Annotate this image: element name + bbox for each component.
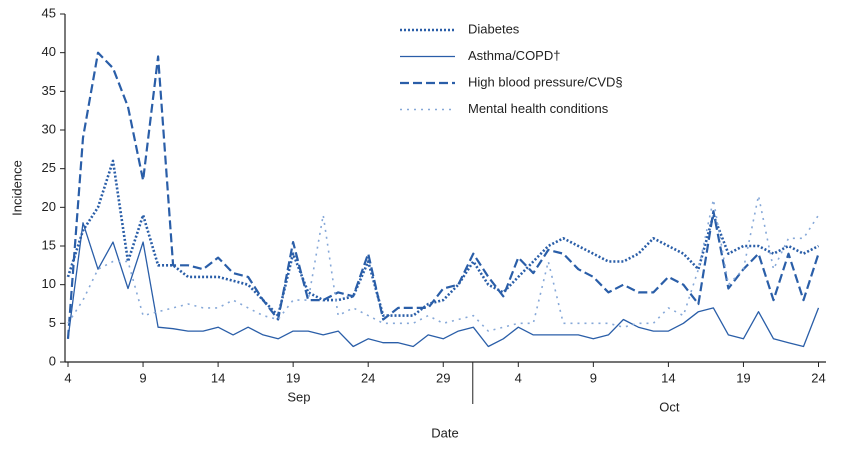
y-tick-label: 15 [42,237,56,252]
legend-label: Asthma/COPD† [468,48,560,63]
month-label: Oct [659,399,680,414]
y-tick-label: 45 [42,5,56,20]
y-tick-label: 10 [42,276,56,291]
x-tick-label: 24 [361,370,375,385]
x-tick-label: 29 [436,370,450,385]
x-tick-label: 4 [515,370,522,385]
y-tick-label: 40 [42,44,56,59]
x-tick-label: 9 [139,370,146,385]
y-tick-label: 0 [49,353,56,368]
x-tick-label: 14 [211,370,225,385]
x-tick-label: 9 [590,370,597,385]
x-tick-label: 4 [64,370,71,385]
y-tick-label: 30 [42,121,56,136]
x-axis-label: Date [431,425,458,440]
legend-label: Diabetes [468,21,520,36]
series-line [67,222,820,348]
y-axis-label: Incidence [9,160,24,216]
y-tick-label: 25 [42,160,56,175]
x-tick-label: 19 [286,370,300,385]
x-tick-label: 24 [811,370,825,385]
x-tick-label: 14 [661,370,675,385]
y-tick-label: 20 [42,199,56,214]
series-line [67,194,820,332]
series-line [66,51,820,339]
legend-label: High blood pressure/CVD§ [468,74,623,89]
series-line [66,159,820,317]
x-tick-label: 19 [736,370,750,385]
legend-label: Mental health conditions [468,101,609,116]
month-label: Sep [287,389,310,404]
y-tick-label: 5 [49,315,56,330]
y-tick-label: 35 [42,83,56,98]
